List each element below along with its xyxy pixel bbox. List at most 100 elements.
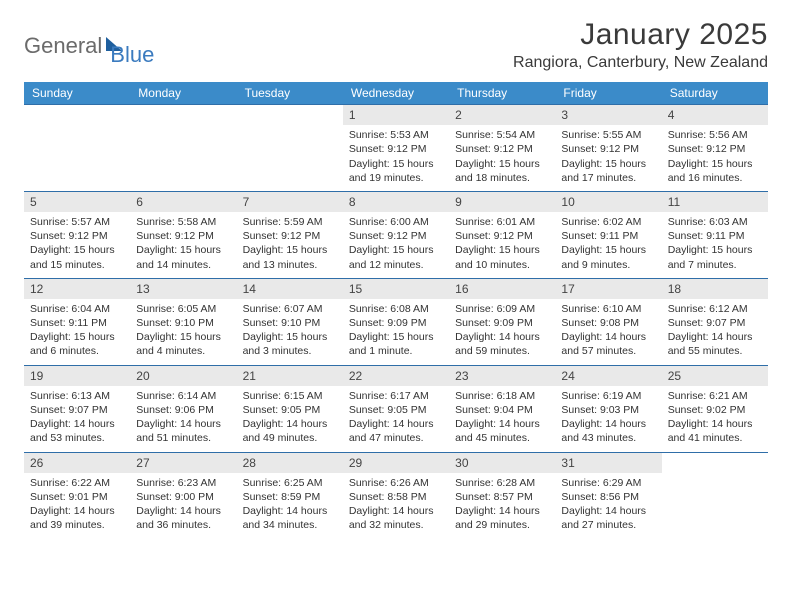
day-number: 9 bbox=[449, 192, 555, 212]
sunset-text: Sunset: 9:10 PM bbox=[243, 316, 337, 330]
daylight-text: Daylight: 15 hours and 3 minutes. bbox=[243, 330, 337, 358]
dow-cell: Thursday bbox=[449, 82, 555, 104]
dow-cell: Wednesday bbox=[343, 82, 449, 104]
day-cell: 29Sunrise: 6:26 AMSunset: 8:58 PMDayligh… bbox=[343, 453, 449, 539]
day-number: 19 bbox=[24, 366, 130, 386]
day-number: 16 bbox=[449, 279, 555, 299]
day-cell bbox=[130, 105, 236, 191]
sunrise-text: Sunrise: 6:17 AM bbox=[349, 389, 443, 403]
brand-part2: Blue bbox=[110, 42, 154, 68]
day-number: 4 bbox=[662, 105, 768, 125]
sunset-text: Sunset: 9:12 PM bbox=[455, 229, 549, 243]
week-row: 26 Sunrise: 6:22 AMSunset: 9:01 PM Dayligh… bbox=[24, 452, 768, 539]
day-number: 29 bbox=[343, 453, 449, 473]
daylight-text: Daylight: 14 hours and 49 minutes. bbox=[243, 417, 337, 445]
sunset-text: Sunset: 9:08 PM bbox=[561, 316, 655, 330]
day-number: 28 bbox=[237, 453, 343, 473]
sunset-text: Sunset: 9:12 PM bbox=[561, 142, 655, 156]
daylight-text: Daylight: 15 hours and 14 minutes. bbox=[136, 243, 230, 271]
sunrise-text: Sunrise: 6:13 AM bbox=[30, 389, 124, 403]
day-number: 31 bbox=[555, 453, 661, 473]
week-row: 1Sunrise: 5:53 AMSunset: 9:12 PMDaylight… bbox=[24, 104, 768, 191]
day-cell: 31Sunrise: 6:29 AMSunset: 8:56 PMDayligh… bbox=[555, 453, 661, 539]
location-label: Rangiora, Canterbury, New Zealand bbox=[513, 54, 768, 72]
day-cell: 4Sunrise: 5:56 AMSunset: 9:12 PMDaylight… bbox=[662, 105, 768, 191]
day-number: 2 bbox=[449, 105, 555, 125]
day-number: 6 bbox=[130, 192, 236, 212]
day-number: 13 bbox=[130, 279, 236, 299]
dow-cell: Sunday bbox=[24, 82, 130, 104]
day-cell bbox=[24, 105, 130, 191]
sunrise-text: Sunrise: 6:04 AM bbox=[30, 302, 124, 316]
sunrise-text: Sunrise: 6:07 AM bbox=[243, 302, 337, 316]
daylight-text: Daylight: 14 hours and 43 minutes. bbox=[561, 417, 655, 445]
day-cell: 26Sunrise: 6:22 AMSunset: 9:01 PMDayligh… bbox=[24, 453, 130, 539]
sunrise-text: Sunrise: 5:57 AM bbox=[30, 215, 124, 229]
dow-cell: Friday bbox=[555, 82, 661, 104]
daylight-text: Daylight: 15 hours and 16 minutes. bbox=[668, 157, 762, 185]
sunset-text: Sunset: 9:12 PM bbox=[243, 229, 337, 243]
day-cell: 7Sunrise: 5:59 AMSunset: 9:12 PMDaylight… bbox=[237, 192, 343, 278]
day-cell: 9Sunrise: 6:01 AMSunset: 9:12 PMDaylight… bbox=[449, 192, 555, 278]
sunset-text: Sunset: 9:07 PM bbox=[30, 403, 124, 417]
daylight-text: Daylight: 15 hours and 10 minutes. bbox=[455, 243, 549, 271]
day-cell: 16Sunrise: 6:09 AMSunset: 9:09 PMDayligh… bbox=[449, 279, 555, 365]
sunrise-text: Sunrise: 6:25 AM bbox=[243, 476, 337, 490]
sunrise-text: Sunrise: 6:05 AM bbox=[136, 302, 230, 316]
day-cell: 19 Sunrise: 6:13 AMSunset: 9:07 PMDayligh… bbox=[24, 366, 130, 452]
title-block: January 2025 Rangiora, Canterbury, New Z… bbox=[513, 18, 768, 72]
daylight-text: Daylight: 14 hours and 55 minutes. bbox=[668, 330, 762, 358]
day-cell: 25Sunrise: 6:21 AMSunset: 9:02 PMDayligh… bbox=[662, 366, 768, 452]
sunset-text: Sunset: 9:12 PM bbox=[455, 142, 549, 156]
day-cell: 20Sunrise: 6:14 AMSunset: 9:06 PMDayligh… bbox=[130, 366, 236, 452]
day-number: 25 bbox=[662, 366, 768, 386]
day-number: 26 bbox=[24, 453, 130, 473]
daylight-text: Daylight: 14 hours and 36 minutes. bbox=[136, 504, 230, 532]
sunset-text: Sunset: 9:12 PM bbox=[349, 229, 443, 243]
sunset-text: Sunset: 9:03 PM bbox=[561, 403, 655, 417]
day-number: 30 bbox=[449, 453, 555, 473]
sunset-text: Sunset: 9:12 PM bbox=[30, 229, 124, 243]
daylight-text: Daylight: 15 hours and 17 minutes. bbox=[561, 157, 655, 185]
calendar: SundayMondayTuesdayWednesdayThursdayFrid… bbox=[24, 82, 768, 538]
day-number: 5 bbox=[24, 192, 130, 212]
sunset-text: Sunset: 9:09 PM bbox=[349, 316, 443, 330]
sunset-text: Sunset: 9:00 PM bbox=[136, 490, 230, 504]
sunrise-text: Sunrise: 6:08 AM bbox=[349, 302, 443, 316]
sunrise-text: Sunrise: 6:21 AM bbox=[668, 389, 762, 403]
sunset-text: Sunset: 9:02 PM bbox=[668, 403, 762, 417]
sunset-text: Sunset: 9:09 PM bbox=[455, 316, 549, 330]
daylight-text: Daylight: 15 hours and 15 minutes. bbox=[30, 243, 124, 271]
daylight-text: Daylight: 15 hours and 6 minutes. bbox=[30, 330, 124, 358]
day-cell: 10Sunrise: 6:02 AMSunset: 9:11 PMDayligh… bbox=[555, 192, 661, 278]
sunrise-text: Sunrise: 6:09 AM bbox=[455, 302, 549, 316]
dow-cell: Saturday bbox=[662, 82, 768, 104]
sunrise-text: Sunrise: 5:56 AM bbox=[668, 128, 762, 142]
sunset-text: Sunset: 9:07 PM bbox=[668, 316, 762, 330]
daylight-text: Daylight: 15 hours and 7 minutes. bbox=[668, 243, 762, 271]
day-number: 3 bbox=[555, 105, 661, 125]
day-number: 22 bbox=[343, 366, 449, 386]
sunrise-text: Sunrise: 5:55 AM bbox=[561, 128, 655, 142]
daylight-text: Daylight: 15 hours and 9 minutes. bbox=[561, 243, 655, 271]
sunrise-text: Sunrise: 6:19 AM bbox=[561, 389, 655, 403]
daylight-text: Daylight: 14 hours and 27 minutes. bbox=[561, 504, 655, 532]
daylight-text: Daylight: 14 hours and 51 minutes. bbox=[136, 417, 230, 445]
sunset-text: Sunset: 9:01 PM bbox=[30, 490, 124, 504]
sunrise-text: Sunrise: 6:22 AM bbox=[30, 476, 124, 490]
sunset-text: Sunset: 9:11 PM bbox=[30, 316, 124, 330]
sunrise-text: Sunrise: 6:18 AM bbox=[455, 389, 549, 403]
day-cell: 17Sunrise: 6:10 AMSunset: 9:08 PMDayligh… bbox=[555, 279, 661, 365]
sunset-text: Sunset: 9:06 PM bbox=[136, 403, 230, 417]
sunset-text: Sunset: 9:11 PM bbox=[561, 229, 655, 243]
sunrise-text: Sunrise: 6:26 AM bbox=[349, 476, 443, 490]
sunset-text: Sunset: 9:12 PM bbox=[136, 229, 230, 243]
month-title: January 2025 bbox=[513, 18, 768, 52]
sunrise-text: Sunrise: 6:03 AM bbox=[668, 215, 762, 229]
daylight-text: Daylight: 14 hours and 45 minutes. bbox=[455, 417, 549, 445]
sunrise-text: Sunrise: 5:59 AM bbox=[243, 215, 337, 229]
sunrise-text: Sunrise: 6:00 AM bbox=[349, 215, 443, 229]
week-row: 5Sunrise: 5:57 AMSunset: 9:12 PMDaylight… bbox=[24, 191, 768, 278]
daylight-text: Daylight: 14 hours and 53 minutes. bbox=[30, 417, 124, 445]
sunrise-text: Sunrise: 6:14 AM bbox=[136, 389, 230, 403]
